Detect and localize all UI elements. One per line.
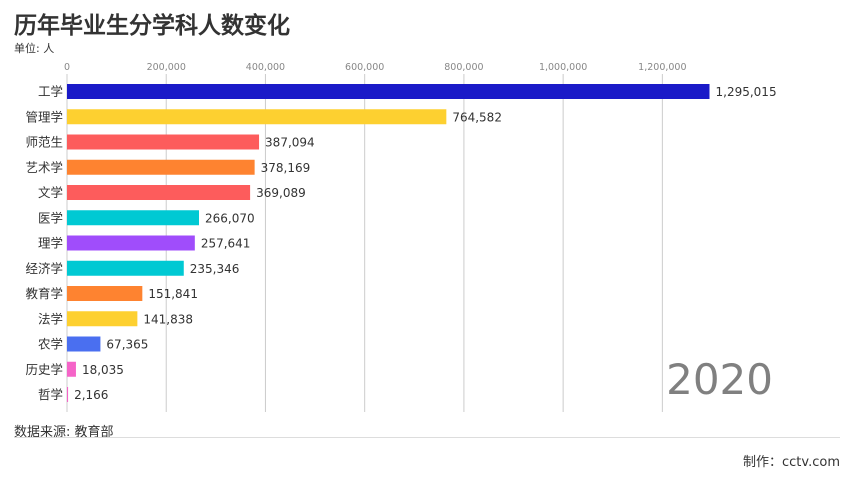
bar-chart: 0 200,000 400,000 600,000 800,000 1,000,000 1,… [25, 62, 777, 412]
value-label: 141,838 [143, 312, 193, 326]
category-label: 历史学 [25, 362, 63, 377]
value-label: 151,841 [148, 287, 198, 301]
value-label: 369,089 [256, 186, 306, 200]
bar [67, 361, 76, 377]
bar [67, 286, 143, 301]
x-tick-label: 0 [64, 62, 70, 73]
category-label: 法学 [38, 311, 63, 326]
value-label: 764,582 [452, 110, 502, 124]
bar [67, 134, 260, 150]
bar [67, 185, 251, 200]
bar [67, 336, 101, 352]
bar [67, 159, 255, 175]
value-label: 18,035 [82, 363, 124, 377]
bar [67, 387, 69, 402]
footer-divider [14, 437, 840, 438]
category-label: 医学 [38, 210, 63, 225]
bar [67, 210, 200, 226]
x-tick-label: 400,000 [246, 62, 285, 73]
value-label: 378,169 [261, 161, 311, 175]
x-tick-label: 200,000 [147, 62, 186, 73]
category-label: 理学 [38, 236, 63, 251]
chart-title: 历年毕业生分学科人数变化 [14, 13, 290, 39]
x-tick-label: 1,200,000 [638, 62, 686, 73]
bar [67, 311, 138, 327]
value-label: 257,641 [201, 237, 251, 251]
category-label: 工学 [38, 84, 63, 99]
category-label: 管理学 [25, 109, 63, 124]
bar [67, 109, 447, 125]
category-label: 教育学 [25, 286, 63, 301]
value-label: 387,094 [265, 136, 315, 150]
category-label: 文学 [38, 185, 63, 200]
category-label: 农学 [38, 337, 63, 352]
unit-label: 单位: 人 [14, 42, 55, 55]
value-label: 266,070 [205, 211, 255, 225]
category-label: 经济学 [25, 261, 63, 276]
x-tick-label: 1,000,000 [539, 62, 587, 73]
value-label: 67,365 [106, 338, 148, 352]
value-label: 235,346 [190, 262, 240, 276]
bar [67, 84, 710, 99]
category-label: 师范生 [25, 135, 63, 150]
bar [67, 235, 195, 251]
data-source: 数据来源: 教育部 [14, 425, 114, 440]
bar [67, 260, 184, 276]
credit-label: 制作：cctv.com [743, 455, 840, 470]
x-tick-label: 800,000 [444, 62, 483, 73]
x-tick-label: 600,000 [345, 62, 384, 73]
value-label: 1,295,015 [716, 85, 777, 99]
category-label: 哲学 [38, 387, 63, 402]
category-label: 艺术学 [25, 160, 63, 175]
year-label: 2020 [666, 355, 773, 404]
value-label: 2,166 [74, 388, 108, 402]
